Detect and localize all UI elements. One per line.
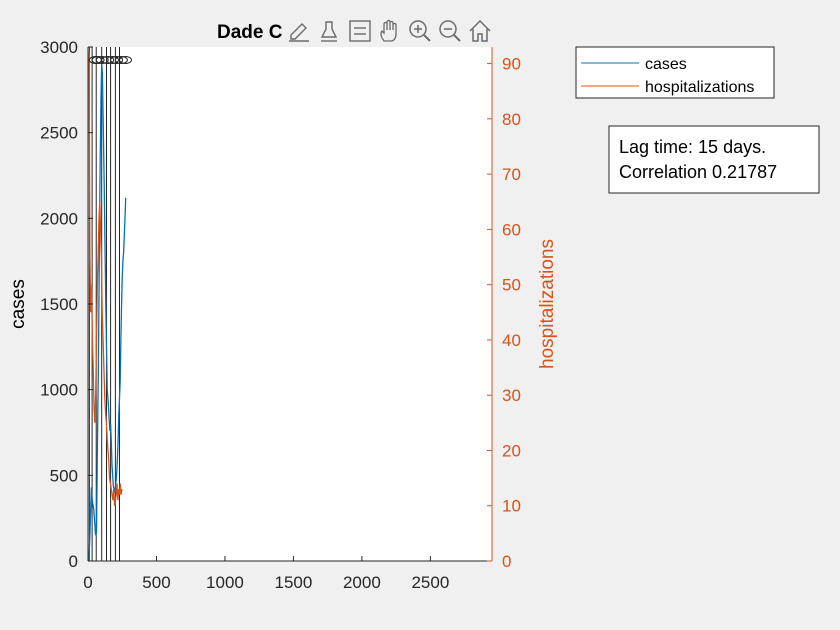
annotation-box: [608, 125, 820, 194]
left-y-tick-label-6: 3000: [40, 38, 78, 57]
annotation-lag-time: Lag time: 15 days.: [619, 137, 766, 157]
right-y-tick-label-0: 0: [502, 552, 511, 571]
series-layer: [88, 52, 127, 562]
right-y-tick-label-6: 60: [502, 220, 521, 239]
left-y-tick-label-5: 2500: [40, 124, 78, 143]
x-tick-label-3: 1500: [275, 573, 313, 592]
annotation-textbox: Lag time: 15 days. Correlation 0.21787: [608, 125, 820, 194]
marker-glyph-4: [105, 56, 119, 64]
left-y-tick-label-1: 500: [50, 466, 78, 485]
left-y-axis-label: cases: [8, 279, 29, 329]
left-y-tick-label-0: 0: [69, 552, 78, 571]
series-line-cases: [88, 64, 127, 562]
pan-hand-icon[interactable]: [380, 19, 397, 42]
data-tips-icon[interactable]: [289, 23, 309, 42]
left-y-axis-ticks: 0 500 1000 1500 2000 2500 3000: [40, 38, 93, 571]
marker-glyph-5: [110, 56, 124, 64]
right-y-axis-ticks: 0 10 20 30 40 50 60 70 80 90: [487, 55, 521, 571]
right-y-tick-label-9: 90: [502, 55, 521, 74]
right-y-tick-label-2: 20: [502, 441, 521, 460]
x-tick-label-4: 2000: [343, 573, 381, 592]
top-marker-glyphs: [88, 56, 132, 64]
marker-glyph-1: [91, 56, 105, 64]
right-y-tick-label-1: 10: [502, 497, 521, 516]
right-y-tick-label-7: 70: [502, 165, 521, 184]
zoom-in-icon[interactable]: [409, 20, 431, 42]
left-y-tick-label-2: 1000: [40, 381, 78, 400]
right-y-axis-label: hospitalizations: [537, 239, 558, 369]
legend-label-cases: cases: [645, 56, 687, 73]
axes-toolbar: [282, 16, 496, 46]
axes-background: [88, 47, 492, 561]
annotation-correlation: Correlation 0.21787: [619, 162, 777, 182]
legend-label-hospitalizations: hospitalizations: [645, 79, 754, 96]
right-y-tick-label-3: 30: [502, 386, 521, 405]
marker-glyph-2: [95, 56, 109, 64]
marker-glyph-7: [118, 56, 132, 64]
x-tick-label-5: 2500: [411, 573, 449, 592]
x-axis-ticks: 0 500 1000 1500 2000 2500: [83, 556, 449, 592]
marker-glyph-3: [101, 56, 115, 64]
series-line-hospitalizations: [88, 52, 123, 506]
right-y-tick-label-4: 40: [502, 331, 521, 350]
legend-box: [575, 46, 775, 99]
zoom-out-icon[interactable]: [439, 20, 461, 42]
chart-title: Dade C: [217, 22, 283, 43]
right-y-tick-label-5: 50: [502, 276, 521, 295]
home-restore-view-icon[interactable]: [469, 19, 491, 42]
brush-icon[interactable]: [320, 21, 338, 42]
right-y-tick-label-8: 80: [502, 110, 521, 129]
x-tick-label-1: 500: [142, 573, 170, 592]
marker-glyph-6: [114, 56, 128, 64]
x-tick-label-2: 1000: [206, 573, 244, 592]
legend[interactable]: cases hospitalizations: [575, 46, 775, 99]
legend-toggle-icon[interactable]: [349, 20, 371, 42]
left-y-tick-label-4: 2000: [40, 209, 78, 228]
left-y-tick-label-3: 1500: [40, 295, 78, 314]
x-tick-label-0: 0: [83, 573, 92, 592]
